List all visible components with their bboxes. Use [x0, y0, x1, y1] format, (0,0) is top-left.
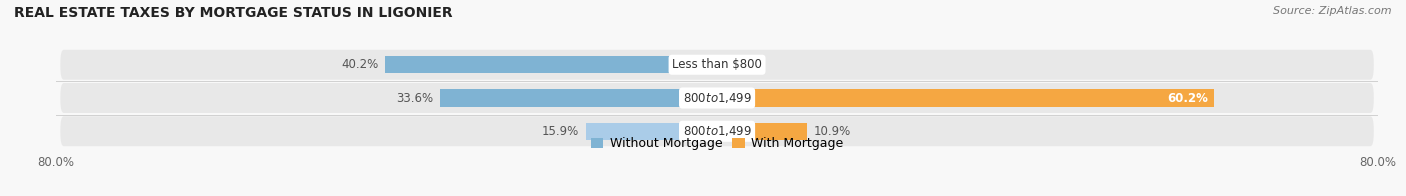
- Text: 0.0%: 0.0%: [724, 58, 754, 71]
- FancyBboxPatch shape: [60, 50, 1374, 80]
- Text: $800 to $1,499: $800 to $1,499: [682, 91, 752, 105]
- Legend: Without Mortgage, With Mortgage: Without Mortgage, With Mortgage: [586, 132, 848, 155]
- Text: Source: ZipAtlas.com: Source: ZipAtlas.com: [1274, 6, 1392, 16]
- Text: 10.9%: 10.9%: [814, 125, 851, 138]
- Text: 60.2%: 60.2%: [1167, 92, 1208, 104]
- Text: Less than $800: Less than $800: [672, 58, 762, 71]
- Text: 40.2%: 40.2%: [342, 58, 378, 71]
- Bar: [717, 89, 1215, 107]
- Bar: [440, 89, 717, 107]
- Text: $800 to $1,499: $800 to $1,499: [682, 124, 752, 138]
- Text: 33.6%: 33.6%: [395, 92, 433, 104]
- Text: 15.9%: 15.9%: [541, 125, 579, 138]
- FancyBboxPatch shape: [60, 83, 1374, 113]
- Bar: [385, 56, 717, 73]
- FancyBboxPatch shape: [60, 116, 1374, 146]
- Text: REAL ESTATE TAXES BY MORTGAGE STATUS IN LIGONIER: REAL ESTATE TAXES BY MORTGAGE STATUS IN …: [14, 6, 453, 20]
- Bar: [717, 123, 807, 140]
- Bar: [586, 123, 717, 140]
